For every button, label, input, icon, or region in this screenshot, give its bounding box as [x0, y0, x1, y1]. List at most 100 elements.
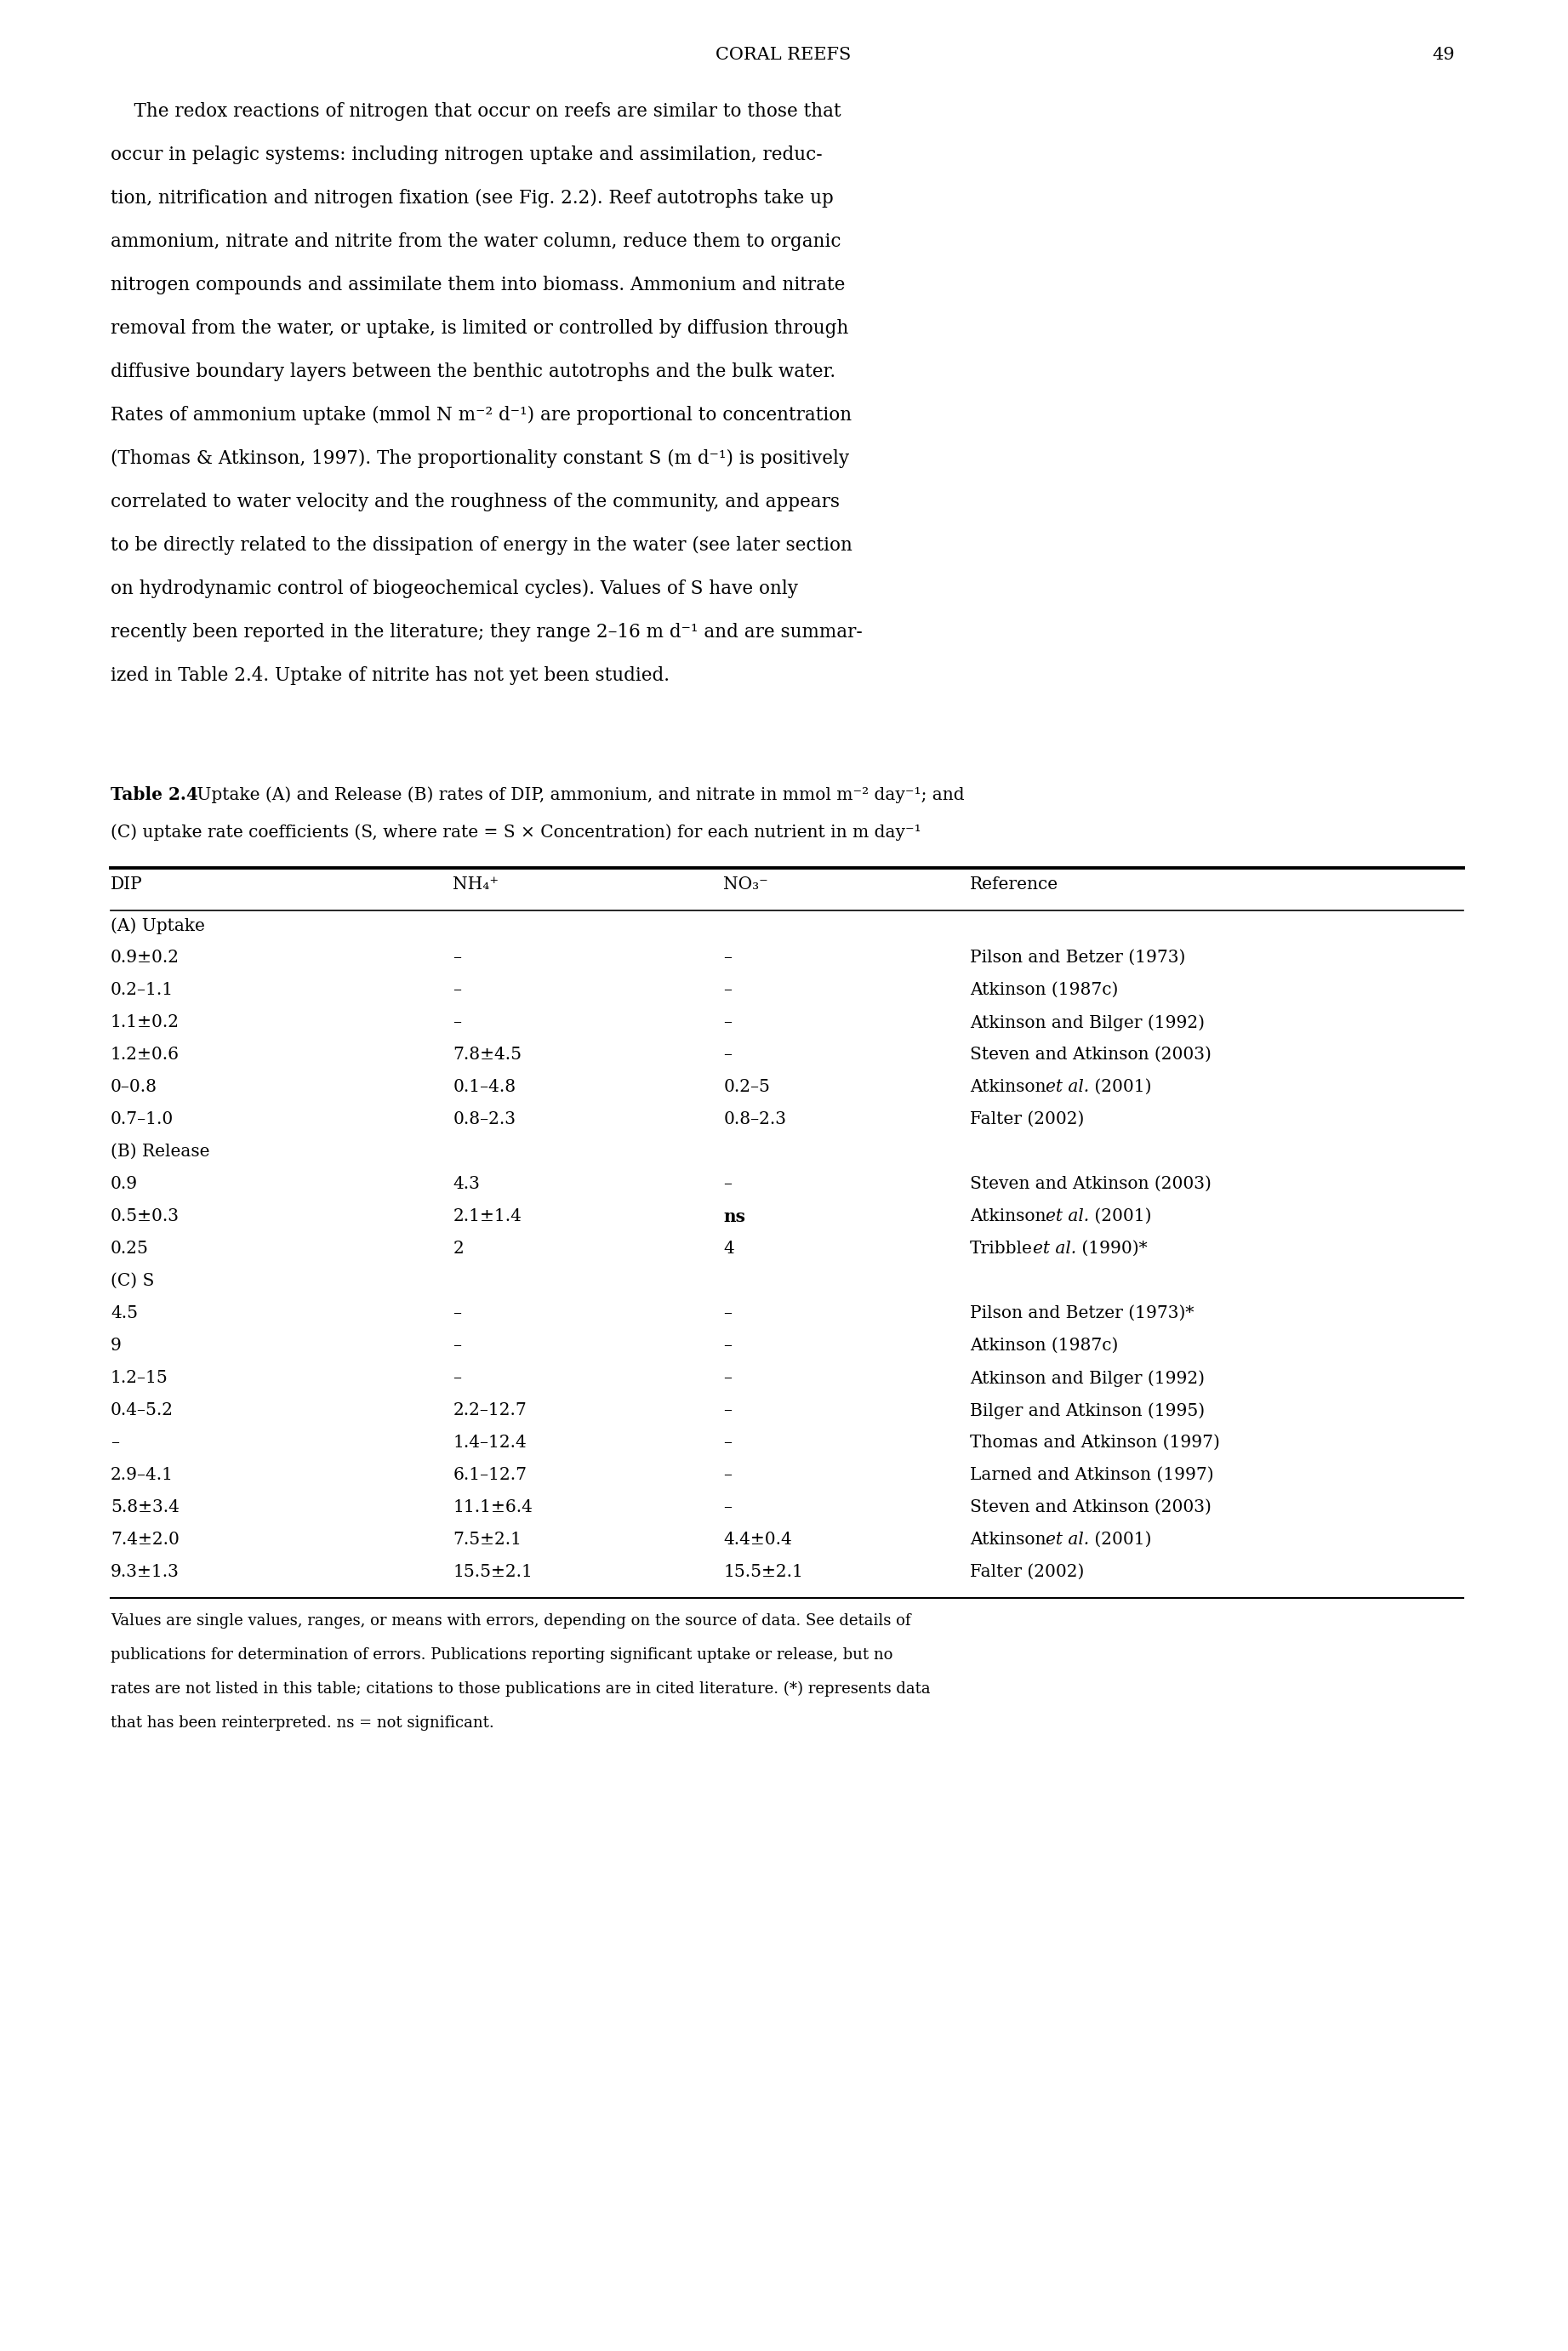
Text: Atkinson and Bilger (1992): Atkinson and Bilger (1992)	[969, 1013, 1204, 1032]
Text: –: –	[723, 1371, 732, 1387]
Text: 7.8±4.5: 7.8±4.5	[453, 1046, 522, 1063]
Text: 2.9–4.1: 2.9–4.1	[111, 1467, 174, 1483]
Text: Atkinson: Atkinson	[969, 1079, 1046, 1096]
Text: 5.8±3.4: 5.8±3.4	[111, 1500, 179, 1516]
Text: 1.2–15: 1.2–15	[111, 1371, 168, 1387]
Text: (2001): (2001)	[1090, 1079, 1152, 1096]
Text: –: –	[723, 1338, 732, 1354]
Text: 0.1–4.8: 0.1–4.8	[453, 1079, 516, 1096]
Text: removal from the water, or uptake, is limited or controlled by diffusion through: removal from the water, or uptake, is li…	[111, 320, 848, 339]
Text: Atkinson (1987c): Atkinson (1987c)	[969, 983, 1118, 999]
Text: –: –	[453, 1305, 461, 1321]
Text: –: –	[723, 983, 732, 999]
Text: Atkinson: Atkinson	[969, 1208, 1046, 1225]
Text: (1990)*: (1990)*	[1076, 1241, 1148, 1258]
Text: 6.1–12.7: 6.1–12.7	[453, 1467, 527, 1483]
Text: to be directly related to the dissipation of energy in the water (see later sect: to be directly related to the dissipatio…	[111, 536, 853, 555]
Text: (2001): (2001)	[1090, 1208, 1152, 1225]
Text: et al.: et al.	[1046, 1079, 1090, 1096]
Text: 0.9: 0.9	[111, 1176, 138, 1192]
Text: 4: 4	[723, 1241, 734, 1258]
Text: 9.3±1.3: 9.3±1.3	[111, 1563, 179, 1580]
Text: (2001): (2001)	[1090, 1531, 1152, 1547]
Text: –: –	[723, 1434, 732, 1451]
Text: –: –	[723, 1176, 732, 1192]
Text: –: –	[723, 1305, 732, 1321]
Text: Table 2.4: Table 2.4	[111, 785, 198, 804]
Text: DIP: DIP	[111, 877, 143, 893]
Text: The redox reactions of nitrogen that occur on reefs are similar to those that: The redox reactions of nitrogen that occ…	[111, 101, 840, 120]
Text: recently been reported in the literature; they range 2–16 m d⁻¹ and are summar-: recently been reported in the literature…	[111, 623, 862, 642]
Text: 0.2–1.1: 0.2–1.1	[111, 983, 174, 999]
Text: 2: 2	[453, 1241, 464, 1258]
Text: 0.25: 0.25	[111, 1241, 149, 1258]
Text: Atkinson and Bilger (1992): Atkinson and Bilger (1992)	[969, 1371, 1204, 1387]
Text: (Thomas & Atkinson, 1997). The proportionality constant S (m d⁻¹) is positively: (Thomas & Atkinson, 1997). The proportio…	[111, 449, 850, 468]
Text: nitrogen compounds and assimilate them into biomass. Ammonium and nitrate: nitrogen compounds and assimilate them i…	[111, 275, 845, 294]
Text: (B) Release: (B) Release	[111, 1143, 210, 1159]
Text: tion, nitrification and nitrogen fixation (see Fig. 2.2). Reef autotrophs take u: tion, nitrification and nitrogen fixatio…	[111, 188, 834, 207]
Text: 0.8–2.3: 0.8–2.3	[453, 1112, 516, 1128]
Text: –: –	[453, 983, 461, 999]
Text: 4.4±0.4: 4.4±0.4	[723, 1531, 792, 1547]
Text: Reference: Reference	[969, 877, 1058, 893]
Text: Bilger and Atkinson (1995): Bilger and Atkinson (1995)	[969, 1401, 1204, 1420]
Text: that has been reinterpreted. ns = not significant.: that has been reinterpreted. ns = not si…	[111, 1716, 494, 1730]
Text: –: –	[453, 950, 461, 966]
Text: on hydrodynamic control of biogeochemical cycles). Values of S have only: on hydrodynamic control of biogeochemica…	[111, 578, 798, 597]
Text: –: –	[723, 1500, 732, 1516]
Text: Steven and Atkinson (2003): Steven and Atkinson (2003)	[969, 1500, 1210, 1516]
Text: Pilson and Betzer (1973): Pilson and Betzer (1973)	[969, 950, 1185, 966]
Text: et al.: et al.	[1046, 1531, 1090, 1547]
Text: Rates of ammonium uptake (mmol N m⁻² d⁻¹) are proportional to concentration: Rates of ammonium uptake (mmol N m⁻² d⁻¹…	[111, 407, 851, 426]
Text: Falter (2002): Falter (2002)	[969, 1112, 1083, 1128]
Text: 9: 9	[111, 1338, 122, 1354]
Text: Tribble: Tribble	[969, 1241, 1032, 1258]
Text: 1.2±0.6: 1.2±0.6	[111, 1046, 179, 1063]
Text: –: –	[111, 1434, 119, 1451]
Text: ammonium, nitrate and nitrite from the water column, reduce them to organic: ammonium, nitrate and nitrite from the w…	[111, 233, 840, 252]
Text: 7.4±2.0: 7.4±2.0	[111, 1531, 179, 1547]
Text: (C) S: (C) S	[111, 1272, 154, 1288]
Text: (A) Uptake: (A) Uptake	[111, 917, 205, 933]
Text: 0–0.8: 0–0.8	[111, 1079, 157, 1096]
Text: –: –	[453, 1013, 461, 1030]
Text: NH₄⁺: NH₄⁺	[453, 877, 499, 893]
Text: 4.3: 4.3	[453, 1176, 480, 1192]
Text: 15.5±2.1: 15.5±2.1	[723, 1563, 803, 1580]
Text: 0.4–5.2: 0.4–5.2	[111, 1401, 174, 1418]
Text: 49: 49	[1432, 47, 1455, 63]
Text: CORAL REEFS: CORAL REEFS	[717, 47, 851, 63]
Text: 1.1±0.2: 1.1±0.2	[111, 1013, 179, 1030]
Text: –: –	[723, 1046, 732, 1063]
Text: et al.: et al.	[1046, 1208, 1090, 1225]
Text: Atkinson: Atkinson	[969, 1531, 1046, 1547]
Text: –: –	[723, 950, 732, 966]
Text: ized in Table 2.4. Uptake of nitrite has not yet been studied.: ized in Table 2.4. Uptake of nitrite has…	[111, 665, 670, 684]
Text: et al.: et al.	[1032, 1241, 1076, 1258]
Text: 0.9±0.2: 0.9±0.2	[111, 950, 179, 966]
Text: NO₃⁻: NO₃⁻	[723, 877, 768, 893]
Text: Values are single values, ranges, or means with errors, depending on the source : Values are single values, ranges, or mea…	[111, 1613, 911, 1629]
Text: Steven and Atkinson (2003): Steven and Atkinson (2003)	[969, 1046, 1210, 1063]
Text: publications for determination of errors. Publications reporting significant upt: publications for determination of errors…	[111, 1648, 892, 1662]
Text: –: –	[723, 1401, 732, 1418]
Text: diffusive boundary layers between the benthic autotrophs and the bulk water.: diffusive boundary layers between the be…	[111, 362, 836, 381]
Text: Pilson and Betzer (1973)*: Pilson and Betzer (1973)*	[969, 1305, 1193, 1321]
Text: Atkinson (1987c): Atkinson (1987c)	[969, 1338, 1118, 1354]
Text: –: –	[723, 1467, 732, 1483]
Text: ns: ns	[723, 1208, 745, 1225]
Text: 0.8–2.3: 0.8–2.3	[723, 1112, 787, 1128]
Text: –: –	[453, 1371, 461, 1387]
Text: –: –	[723, 1013, 732, 1030]
Text: Thomas and Atkinson (1997): Thomas and Atkinson (1997)	[969, 1434, 1220, 1451]
Text: 7.5±2.1: 7.5±2.1	[453, 1531, 522, 1547]
Text: Larned and Atkinson (1997): Larned and Atkinson (1997)	[969, 1467, 1214, 1483]
Text: rates are not listed in this table; citations to those publications are in cited: rates are not listed in this table; cita…	[111, 1681, 930, 1697]
Text: Steven and Atkinson (2003): Steven and Atkinson (2003)	[969, 1176, 1210, 1192]
Text: –: –	[453, 1338, 461, 1354]
Text: 11.1±6.4: 11.1±6.4	[453, 1500, 533, 1516]
Text: 2.1±1.4: 2.1±1.4	[453, 1208, 522, 1225]
Text: occur in pelagic systems: including nitrogen uptake and assimilation, reduc-: occur in pelagic systems: including nitr…	[111, 146, 822, 165]
Text: 0.5±0.3: 0.5±0.3	[111, 1208, 179, 1225]
